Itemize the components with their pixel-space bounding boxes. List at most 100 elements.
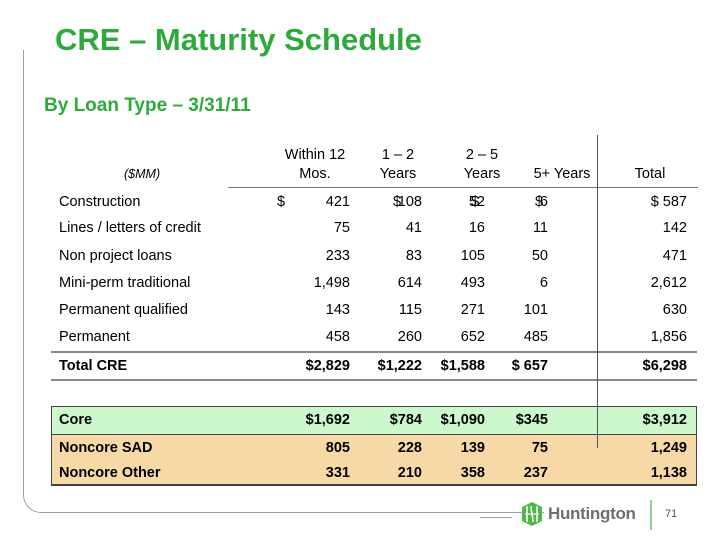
cell-1-2: $1,222	[377, 358, 422, 374]
cell-total: 1,249	[650, 440, 687, 456]
header-within-12-mos: Within 12 Mos.	[278, 146, 352, 184]
cell-within-12: 458	[325, 329, 350, 345]
cell-1-2: $784	[389, 412, 422, 428]
cell-total: 471	[662, 248, 687, 264]
cell-total: $3,912	[642, 412, 687, 428]
cell-2-5: 52	[468, 194, 485, 210]
total-bottom-rule	[51, 379, 697, 381]
cell-within-12: 421	[325, 194, 350, 210]
cell-total: $ 587	[650, 194, 687, 210]
dollar-sign: $	[471, 194, 480, 210]
cell-1-2: 228	[397, 440, 422, 456]
cell-within-12: $1,692	[305, 412, 350, 428]
logo-wordmark: Huntington	[548, 504, 636, 523]
cell-within-12: 805	[325, 440, 350, 456]
cell-within-12: 143	[325, 302, 350, 318]
slide-title: CRE – Maturity Schedule	[55, 22, 422, 57]
cell-total: 142	[662, 220, 687, 236]
footer-rule	[480, 517, 512, 518]
cell-total: 630	[662, 302, 687, 318]
page-number: 71	[665, 508, 678, 520]
row-label: Non project loans	[59, 248, 172, 264]
header-line2: 5+ Years	[533, 166, 591, 182]
unit-label: ($MM)	[124, 167, 161, 181]
header-total: Total	[615, 146, 685, 184]
cell-total: 2,612	[650, 275, 687, 291]
cell-1-2: 115	[398, 302, 422, 318]
row-label: Lines / letters of credit	[59, 220, 201, 236]
header-line2: Years	[379, 166, 417, 182]
cell-5-plus: 101	[523, 302, 548, 318]
cell-1-2: 41	[405, 220, 422, 236]
row-label: Permanent	[59, 329, 130, 345]
dollar-sign: $	[277, 194, 286, 210]
cell-2-5: $1,588	[440, 358, 485, 374]
cell-1-2: 108	[397, 194, 422, 210]
cell-1-2: 614	[397, 275, 422, 291]
cell-2-5: 139	[460, 440, 485, 456]
huntington-logo-icon	[522, 502, 542, 526]
header-underline	[228, 187, 698, 188]
cell-within-12: 233	[325, 248, 350, 264]
row-label: Mini-perm traditional	[59, 275, 191, 291]
header-line1: 2 – 5	[465, 147, 499, 163]
header-line1: 1 – 2	[381, 147, 415, 163]
header-line2: Total	[634, 166, 666, 182]
cell-2-5: 358	[460, 465, 485, 481]
cell-within-12: $2,829	[305, 358, 350, 374]
header-2-5-years: 2 – 5 Years	[452, 146, 512, 184]
cell-5-plus: 50	[531, 248, 548, 264]
segment-row-noncore-sad: Noncore SAD 805 228 139 75 1,249	[52, 435, 696, 462]
cell-5-plus: 485	[523, 329, 548, 345]
cell-5-plus: 11	[532, 220, 548, 236]
table-row: Lines / letters of credit 75 41 16 11 14…	[51, 215, 697, 241]
cell-within-12: 1,498	[313, 275, 350, 291]
cell-1-2: 83	[405, 248, 422, 264]
header-5-plus-years: 5+ Years	[524, 146, 600, 184]
cell-1-2: 210	[397, 465, 422, 481]
huntington-logo: Huntington	[522, 502, 636, 526]
cell-total: $6,298	[642, 358, 687, 374]
cell-within-12: 331	[325, 465, 350, 481]
row-label: Core	[59, 412, 93, 428]
cell-2-5: 652	[460, 329, 485, 345]
header-line1: Within 12	[284, 147, 346, 163]
row-label: Permanent qualified	[59, 302, 188, 318]
header-line1	[524, 146, 600, 165]
table-row: Permanent qualified 143 115 271 101 630	[51, 297, 697, 323]
cell-within-12: 75	[333, 220, 350, 236]
cell-5-plus: 237	[523, 465, 548, 481]
slide-frame	[23, 50, 544, 513]
footer-separator	[650, 500, 652, 530]
cell-5-plus: $345	[515, 412, 548, 428]
table-row: Mini-perm traditional 1,498 614 493 6 2,…	[51, 270, 697, 296]
cell-total: 1,138	[650, 465, 687, 481]
cell-2-5: $1,090	[440, 412, 485, 428]
total-top-rule	[51, 351, 697, 353]
cell-5-plus: 75	[531, 440, 548, 456]
row-label: Construction	[59, 194, 141, 210]
table-row: Permanent 458 260 652 485 1,856	[51, 324, 697, 350]
cell-5-plus: $ 657	[511, 358, 548, 374]
total-row: Total CRE $2,829 $1,222 $1,588 $ 657 $6,…	[51, 353, 697, 379]
row-label: Noncore Other	[59, 465, 161, 481]
total-column-divider	[597, 135, 598, 448]
cell-5-plus: 6	[539, 194, 548, 210]
cell-total: 1,856	[650, 329, 687, 345]
dollar-sign: $	[535, 194, 544, 210]
slide-subtitle: By Loan Type – 3/31/11	[44, 95, 251, 116]
table-row: Non project loans 233 83 105 50 471	[51, 243, 697, 269]
segment-box	[51, 406, 697, 486]
cell-1-2: 260	[397, 329, 422, 345]
cell-5-plus: 6	[539, 275, 548, 291]
row-label: Noncore SAD	[59, 440, 153, 456]
cell-2-5: 16	[468, 220, 485, 236]
segment-row-noncore-other: Noncore Other 331 210 358 237 1,138	[52, 462, 696, 484]
header-1-2-years: 1 – 2 Years	[368, 146, 428, 184]
header-line2: Mos.	[299, 166, 331, 182]
table-row: Construction $ 421 $ 108 $ 52 $ 6 $ 587	[51, 189, 697, 215]
cell-2-5: 493	[460, 275, 485, 291]
dollar-sign: $	[393, 194, 402, 210]
header-line1	[615, 146, 685, 165]
header-line2: Years	[463, 166, 501, 182]
